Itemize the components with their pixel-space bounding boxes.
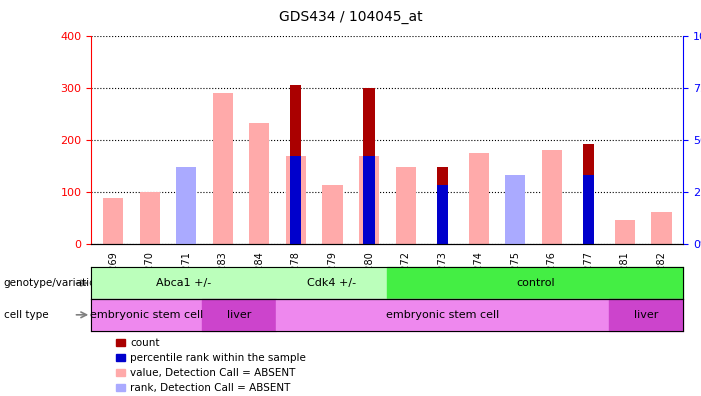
- Bar: [583, 144, 594, 244]
- Text: rank, Detection Call = ABSENT: rank, Detection Call = ABSENT: [130, 383, 291, 393]
- Text: Cdk4 +/-: Cdk4 +/-: [307, 278, 356, 288]
- Text: count: count: [130, 337, 160, 348]
- Bar: [290, 85, 301, 244]
- Bar: [437, 185, 448, 244]
- Bar: [139, 192, 160, 244]
- Text: cell type: cell type: [4, 310, 48, 320]
- Text: embryonic stem cell: embryonic stem cell: [386, 310, 499, 320]
- Bar: [469, 152, 489, 244]
- Bar: [583, 175, 594, 244]
- Bar: [359, 156, 379, 244]
- Bar: [505, 175, 525, 244]
- Text: value, Detection Call = ABSENT: value, Detection Call = ABSENT: [130, 367, 296, 378]
- Text: embryonic stem cell: embryonic stem cell: [90, 310, 203, 320]
- Text: liver: liver: [227, 310, 252, 320]
- Bar: [103, 198, 123, 244]
- Bar: [505, 176, 525, 244]
- Bar: [290, 156, 301, 244]
- Bar: [176, 167, 196, 244]
- Bar: [286, 156, 306, 244]
- Bar: [437, 167, 448, 244]
- Bar: [542, 150, 562, 244]
- Text: Abca1 +/-: Abca1 +/-: [156, 278, 211, 288]
- Text: liver: liver: [634, 310, 659, 320]
- Bar: [395, 167, 416, 244]
- Text: GDS434 / 104045_at: GDS434 / 104045_at: [279, 10, 422, 24]
- Text: control: control: [516, 278, 554, 288]
- Bar: [176, 182, 196, 244]
- Text: percentile rank within the sample: percentile rank within the sample: [130, 352, 306, 363]
- Text: genotype/variation: genotype/variation: [4, 278, 102, 288]
- Bar: [250, 123, 269, 244]
- Bar: [212, 93, 233, 244]
- Bar: [322, 185, 343, 244]
- Bar: [364, 156, 374, 244]
- Bar: [615, 220, 635, 244]
- Bar: [651, 212, 672, 244]
- Bar: [364, 88, 374, 244]
